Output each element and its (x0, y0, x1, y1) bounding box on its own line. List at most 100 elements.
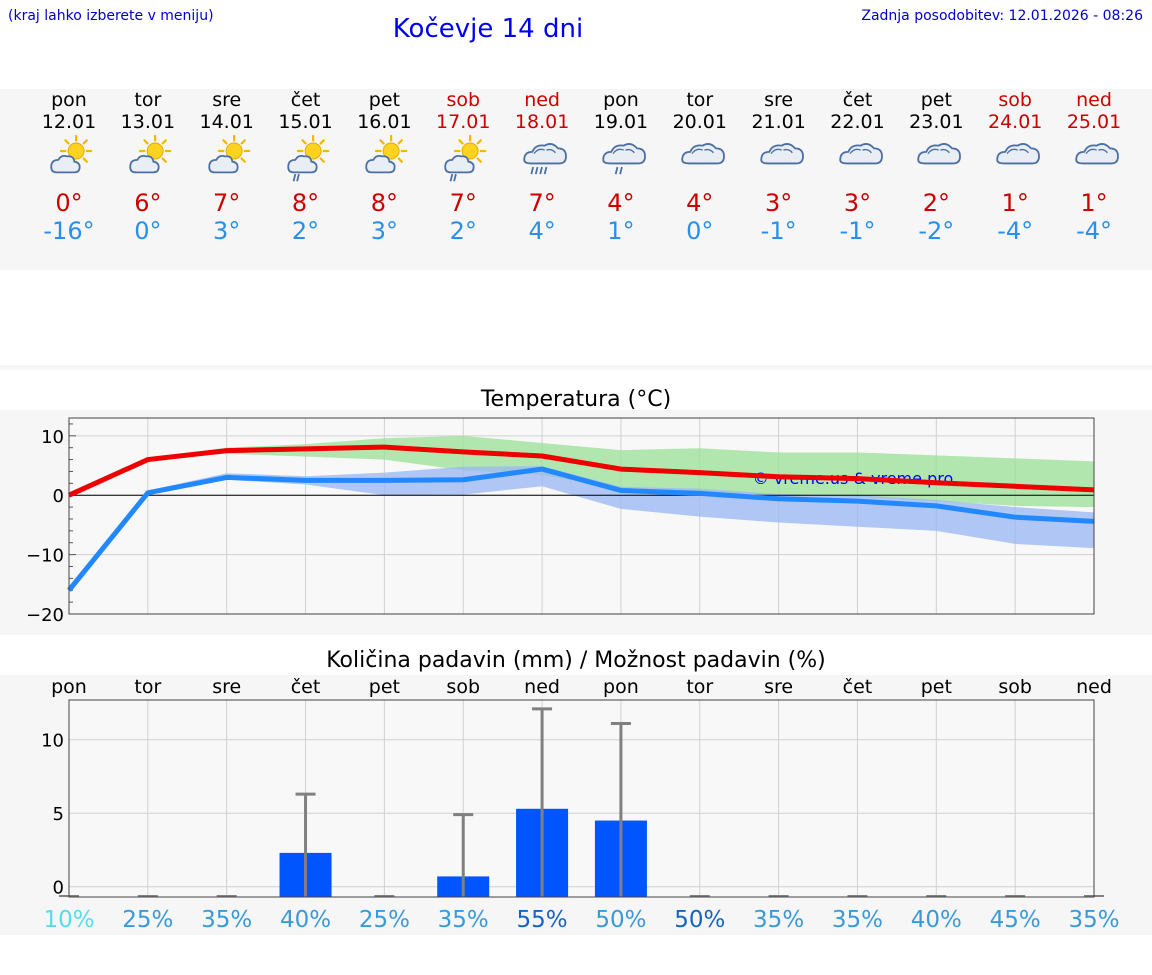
max-temp: 1° (1080, 189, 1108, 217)
precip-probability: 50% (595, 907, 646, 933)
min-temp: -1° (760, 217, 797, 245)
precip-probability: 35% (201, 907, 252, 933)
day-date: 19.01 (593, 111, 649, 133)
x-category-label: tor (686, 676, 713, 698)
partly-sunny-icon (189, 135, 265, 183)
precip-probability: 10% (43, 907, 94, 933)
day-forecast: čet 22.01 3° -1° (820, 89, 896, 245)
x-category-label: pon (51, 676, 87, 698)
min-temp: -16° (43, 217, 95, 245)
min-temp: 0° (134, 217, 162, 245)
y-tick-label: 5 (53, 804, 64, 825)
day-forecast: ned 18.01 7° 4° (504, 89, 580, 245)
y-tick-label: −20 (26, 605, 64, 626)
x-category-label: sob (446, 676, 480, 698)
min-temp: 3° (213, 217, 241, 245)
day-name: ned (1076, 89, 1112, 111)
day-name: pet (920, 89, 952, 111)
cloud-rain-icon (583, 135, 659, 183)
day-name: sob (446, 89, 481, 111)
x-category-label: pet (921, 676, 952, 698)
cloudy-icon (741, 135, 817, 183)
day-date: 14.01 (199, 111, 254, 133)
precipitation-chart-title: Količina padavin (mm) / Možnost padavin … (326, 648, 826, 673)
min-temp: 4° (528, 217, 556, 245)
y-tick-label: 0 (53, 878, 64, 899)
location-hint: (kraj lahko izberete v meniju) (8, 8, 214, 24)
cloudy-icon (898, 135, 974, 183)
day-date: 22.01 (830, 111, 885, 133)
last-update: Zadnja posodobitev: 12.01.2026 - 08:26 (861, 8, 1143, 24)
max-temp-line (67, 444, 1095, 498)
x-category-label: čet (843, 676, 873, 698)
cloud-heavy-rain-icon (504, 135, 580, 183)
cloudy-icon (820, 135, 896, 183)
x-category-label: tor (134, 676, 161, 698)
max-temp: 7° (213, 189, 241, 217)
y-tick-label: −10 (26, 546, 64, 567)
day-name: tor (134, 89, 162, 111)
precip-probability: 35% (1068, 907, 1119, 933)
x-category-label: sre (764, 676, 793, 698)
day-name: pet (368, 89, 400, 111)
day-forecast: pet 23.01 2° -2° (898, 89, 974, 245)
min-temp: -1° (839, 217, 876, 245)
x-category-label: sre (212, 676, 241, 698)
day-name: sre (764, 89, 794, 111)
min-temp: 0° (686, 217, 714, 245)
cloudy-icon (662, 135, 738, 183)
precip-probability: 35% (753, 907, 804, 933)
max-temp: 8° (370, 189, 399, 217)
min-temp: 3° (370, 217, 399, 245)
min-temp: 2° (449, 217, 477, 245)
max-temp: 7° (449, 189, 477, 217)
max-temp: 7° (528, 189, 556, 217)
page-title: Kočevje 14 dni (392, 14, 584, 44)
precip-probability: 25% (122, 907, 173, 933)
day-name: čet (290, 89, 321, 111)
precipitation-panel: pon tor sre čet pet sob ned pon tor sre čet pet sob n… (0, 675, 1152, 935)
day-name: sob (998, 89, 1032, 111)
precip-probability: 40% (280, 907, 331, 933)
day-forecast: tor 20.01 4° 0° (662, 89, 738, 245)
max-temp: 8° (291, 189, 320, 217)
max-temp: 3° (843, 189, 872, 217)
precip-probability: 50% (674, 907, 725, 933)
partly-sunny-rain-icon (268, 135, 344, 183)
min-temp: -4° (1076, 217, 1113, 245)
day-date: 15.01 (278, 111, 333, 133)
min-temp: 1° (607, 217, 635, 245)
max-temp: 4° (686, 189, 714, 217)
precipitation-chart: pon tor sre čet pet sob ned pon tor sre čet pet sob n… (41, 676, 1119, 933)
precip-probability: 40% (911, 907, 962, 933)
partly-sunny-rain-icon (425, 135, 501, 183)
day-date: 13.01 (120, 111, 176, 133)
x-category-label: pet (369, 676, 400, 698)
plot-frame (68, 699, 1095, 898)
min-temp-line (67, 466, 1095, 592)
max-temp: 6° (134, 189, 162, 217)
day-name: tor (686, 89, 714, 111)
y-tick-label: 10 (41, 427, 64, 448)
max-temp: 4° (607, 189, 635, 217)
y-tick-label: 10 (41, 731, 64, 752)
day-forecast: sob 17.01 7° 2° (425, 89, 501, 245)
plot-frame (68, 417, 1095, 615)
max-temp: 3° (765, 189, 793, 217)
day-date: 18.01 (514, 111, 570, 133)
min-temp: -4° (997, 217, 1034, 245)
partly-sunny-icon (110, 135, 186, 183)
cloudy-icon (977, 135, 1053, 183)
min-temp: 2° (291, 217, 320, 245)
x-category-label: pon (603, 676, 639, 698)
max-temp: 1° (1001, 189, 1029, 217)
x-category-label: čet (291, 676, 321, 698)
min-temp-range-band (69, 466, 1094, 591)
day-forecast: pon 19.01 4° 1° (583, 89, 659, 245)
day-date: 21.01 (751, 111, 806, 133)
day-forecast: sre 21.01 3° -1° (741, 89, 817, 245)
min-temp: -2° (918, 217, 955, 245)
max-temp: 0° (55, 189, 83, 217)
day-date: 12.01 (41, 111, 97, 133)
day-forecast: tor 13.01 6° 0° (110, 89, 186, 245)
